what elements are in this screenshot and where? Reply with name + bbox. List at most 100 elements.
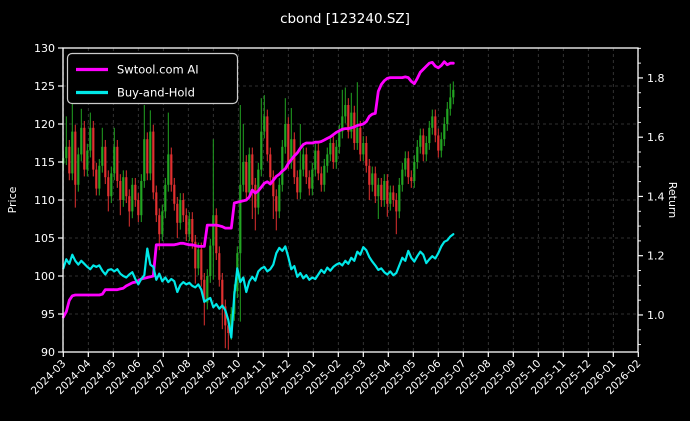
candle-body [302,154,305,170]
candle-body [86,150,89,170]
candle-body [197,249,200,269]
price-tick-label: 125 [34,80,55,93]
candle-body [305,154,308,178]
candle-body [104,146,107,178]
price-tick-label: 130 [34,42,55,55]
candle-body [341,116,344,132]
candle-body [446,108,449,124]
candle-body [221,279,224,307]
candle-body [299,169,302,193]
candle-body [209,245,212,276]
candle-body [386,181,389,204]
price-tick-label: 95 [41,308,55,321]
candle-body [296,177,299,193]
candle-body [167,154,170,185]
candle-body [107,177,110,197]
candle-body [404,158,407,170]
candle-body [89,127,92,151]
candle-body [431,116,434,128]
candle-body [119,181,122,200]
candle-body [416,146,419,162]
candle-body [203,279,206,303]
candle-body [344,105,347,117]
candle-body [224,306,227,326]
candle-body [272,177,275,197]
candle-body [68,146,71,174]
candle-body [287,124,290,162]
candle-body [191,219,194,242]
return-tick-label: 1.8 [647,72,665,85]
candle-body [185,215,188,235]
candle-body [125,177,128,197]
legend-label-bh: Buy-and-Hold [117,86,195,100]
return-tick-label: 1.0 [647,309,665,322]
candle-body [440,139,443,151]
price-tick-label: 100 [34,270,55,283]
candle-body [164,184,167,212]
return-tick-label: 1.6 [647,131,665,144]
price-tick-label: 105 [34,232,55,245]
candle-body [317,150,320,174]
candle-body [419,135,422,147]
return-tick-label: 1.2 [647,250,665,263]
price-tick-label: 115 [34,156,55,169]
candle-body [128,196,131,212]
candle-body [98,165,101,189]
candlesticks [62,79,455,350]
candle-body [158,215,161,235]
buy-and-hold-line [62,233,455,339]
candle-body [161,211,164,235]
candle-body [134,184,137,200]
candle-body [227,325,230,333]
candle-body [335,146,338,162]
return-axis-label: Return [666,182,679,219]
candle-body [215,215,218,254]
candle-body [176,203,179,223]
candle-body [389,192,392,204]
candle-body [245,162,248,193]
candle-body [95,169,98,189]
price-tick-label: 120 [34,118,55,131]
candle-body [407,158,410,178]
candle-body [248,154,251,193]
candle-body [239,184,242,254]
legend-box [66,52,239,105]
candle-body [92,127,95,170]
candle-body [254,184,257,208]
candle-body [113,146,116,174]
candle-body [371,173,374,185]
candle-body [293,139,296,178]
price-tick-label: 110 [34,194,55,207]
candle-body [170,154,173,185]
candle-body [251,154,254,185]
candle-body [290,139,293,162]
candle-body [320,173,323,185]
candle-body [443,124,446,140]
candle-body [80,127,83,155]
candle-body [383,181,386,200]
candle-body [218,253,221,280]
candle-body [143,139,146,181]
candle-body [428,127,431,143]
candle-body [356,127,359,143]
candle-body [365,143,368,166]
candle-body [425,143,428,155]
candle-body [140,181,143,216]
candle-body [395,200,398,212]
candle-body [200,249,203,280]
candle-body [413,162,416,181]
candle-body [449,97,452,109]
candle-body [347,105,350,132]
candle-body [452,89,455,98]
candle-body [398,184,401,212]
candle-body [116,146,119,181]
candle-body [110,173,113,197]
candle-body [311,169,314,189]
candle-body [263,116,266,132]
chart-title: cbond [123240.SZ] [280,11,410,27]
candle-body [266,116,269,155]
strategy-lines [61,60,455,339]
candle-body [422,135,425,155]
